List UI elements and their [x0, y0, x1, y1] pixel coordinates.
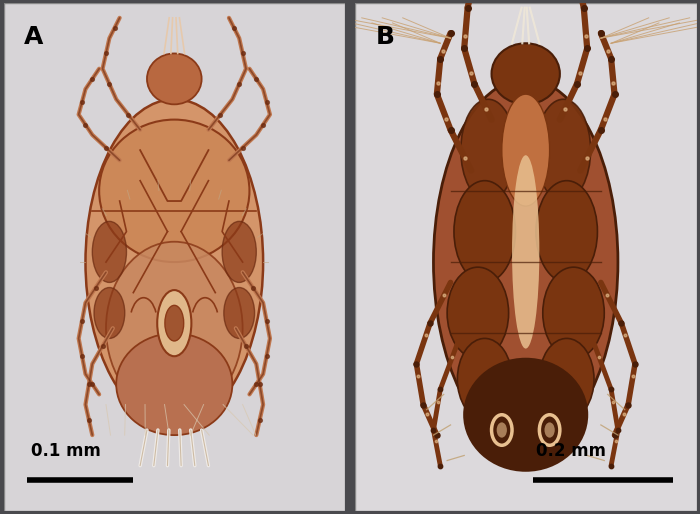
- Ellipse shape: [491, 43, 560, 104]
- Ellipse shape: [536, 99, 591, 201]
- Ellipse shape: [99, 120, 249, 262]
- Ellipse shape: [116, 334, 232, 435]
- Ellipse shape: [147, 53, 202, 104]
- Ellipse shape: [433, 79, 618, 445]
- Ellipse shape: [497, 423, 507, 437]
- Ellipse shape: [447, 267, 509, 359]
- Ellipse shape: [502, 94, 550, 206]
- Ellipse shape: [512, 155, 540, 348]
- Ellipse shape: [545, 423, 554, 437]
- Ellipse shape: [454, 180, 515, 282]
- Ellipse shape: [461, 99, 515, 201]
- Text: 0.1 mm: 0.1 mm: [31, 442, 101, 460]
- Text: B: B: [375, 26, 394, 49]
- Ellipse shape: [165, 305, 183, 341]
- Ellipse shape: [536, 180, 597, 282]
- Ellipse shape: [158, 290, 191, 356]
- Ellipse shape: [85, 99, 263, 425]
- Ellipse shape: [464, 359, 587, 471]
- Ellipse shape: [457, 338, 512, 420]
- Ellipse shape: [222, 222, 256, 283]
- Ellipse shape: [540, 338, 594, 420]
- Ellipse shape: [106, 242, 243, 415]
- Ellipse shape: [542, 267, 604, 359]
- Ellipse shape: [224, 287, 255, 338]
- Text: 0.2 mm: 0.2 mm: [536, 442, 606, 460]
- Ellipse shape: [94, 287, 125, 338]
- Ellipse shape: [92, 222, 127, 283]
- Text: A: A: [24, 26, 43, 49]
